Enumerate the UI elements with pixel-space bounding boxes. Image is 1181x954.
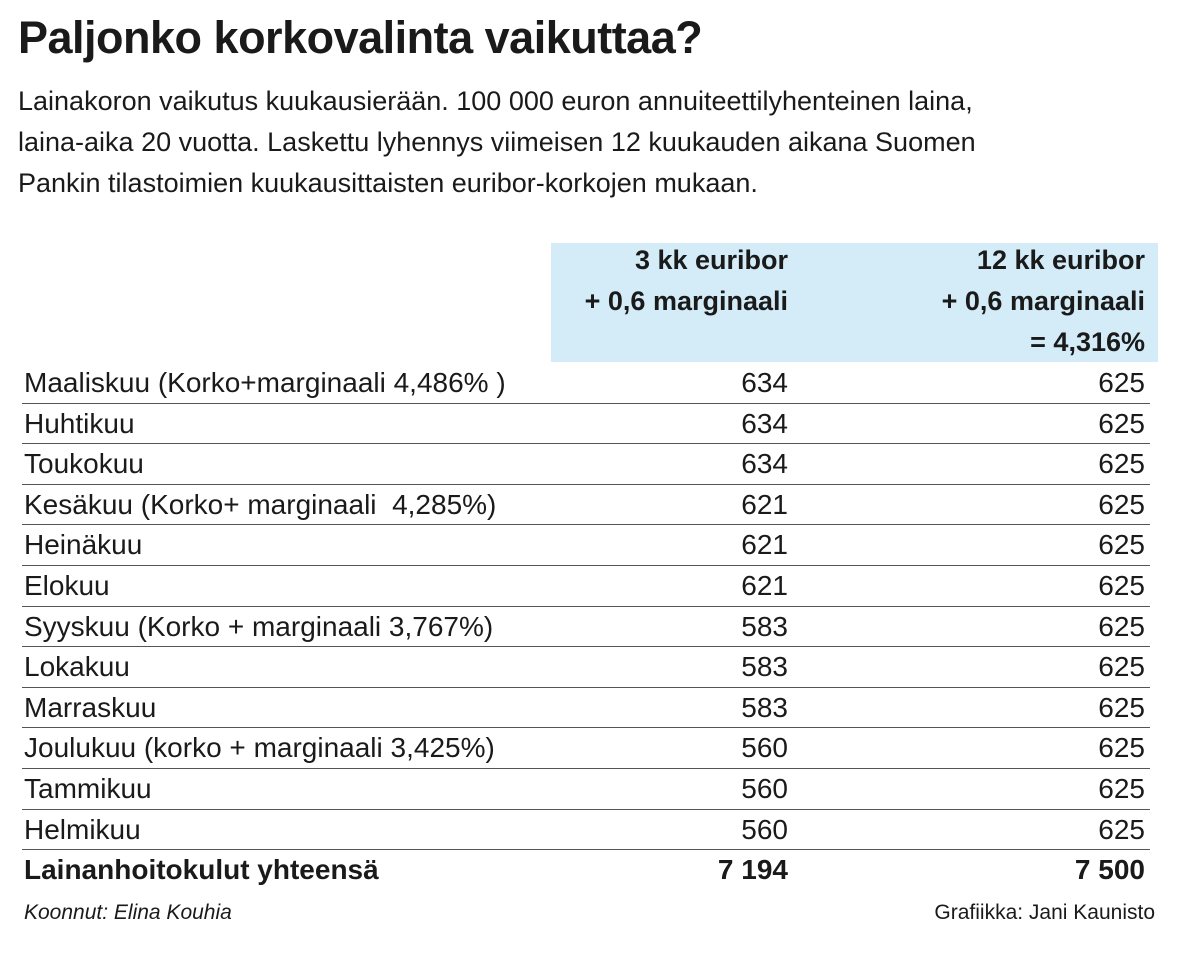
value-cell: 625 [1098, 407, 1145, 439]
row-separator [22, 483, 1150, 485]
value-cell: 583 [741, 691, 788, 723]
value-cell: 621 [741, 488, 788, 520]
value-cell: 634 [741, 367, 788, 398]
subtitle-line: Lainakoron vaikutus kuukausierään. 100 0… [18, 86, 973, 116]
subtitle-line: laina-aika 20 vuotta. Laskettu lyhennys … [18, 127, 976, 157]
value-cell: 634 [741, 407, 788, 439]
column-header: 12 kk euribor [976, 245, 1145, 275]
row-label: Joulukuu (korko + marginaali 3,425%) [24, 732, 495, 764]
row-separator [22, 727, 1150, 729]
row-separator [22, 443, 1150, 445]
row-label: Lainanhoitokulut yhteensä [24, 854, 379, 886]
row-separator [22, 524, 1150, 526]
value-cell: 625 [1098, 691, 1145, 723]
value-cell: 560 [741, 732, 788, 764]
column-header: + 0,6 marginaali [941, 286, 1145, 316]
value-cell: 625 [1098, 610, 1145, 642]
row-label: Elokuu [24, 570, 110, 601]
value-cell: 625 [1098, 448, 1145, 480]
value-cell: 625 [1098, 570, 1145, 601]
value-cell: 560 [741, 773, 788, 804]
credit-right: Grafiikka: Jani Kaunisto [934, 901, 1155, 924]
title: Paljonko korkovalinta vaikuttaa? [18, 12, 703, 63]
value-cell: 7 500 [1074, 854, 1145, 886]
row-label: Toukokuu [24, 448, 144, 480]
value-cell: 583 [741, 651, 788, 683]
value-cell: 583 [741, 610, 788, 642]
row-separator [22, 402, 1150, 404]
value-cell: 625 [1098, 488, 1145, 520]
value-cell: 634 [741, 448, 788, 480]
row-label: Maaliskuu (Korko+marginaali 4,486% ) [24, 367, 506, 398]
subtitle-line: Pankin tilastoimien kuukausittaisten eur… [18, 168, 758, 198]
value-cell: 625 [1098, 813, 1145, 845]
value-cell: 625 [1098, 367, 1145, 398]
row-separator [22, 808, 1150, 810]
column-header: = 4,316% [1030, 327, 1145, 357]
row-label: Kesäkuu (Korko+ marginaali 4,285%) [24, 488, 497, 520]
row-label: Tammikuu [24, 773, 152, 804]
value-cell: 625 [1098, 529, 1145, 561]
value-cell: 625 [1098, 651, 1145, 683]
value-cell: 560 [741, 813, 788, 845]
header-background [551, 243, 1158, 362]
row-label: Helmikuu [24, 813, 141, 845]
row-label: Heinäkuu [24, 529, 143, 561]
row-separator [22, 565, 1150, 566]
value-cell: 621 [741, 529, 788, 561]
row-separator [22, 768, 1150, 769]
row-label: Syyskuu (Korko + marginaali 3,767%) [24, 610, 494, 642]
value-cell: 621 [741, 570, 788, 601]
row-separator [22, 646, 1150, 648]
value-cell: 625 [1098, 773, 1145, 804]
value-cell: 7 194 [717, 854, 788, 886]
value-cell: 625 [1098, 732, 1145, 764]
row-label: Marraskuu [24, 691, 157, 723]
row-separator [22, 849, 1150, 851]
row-label: Lokakuu [24, 651, 130, 683]
row-label: Huhtikuu [24, 407, 135, 439]
row-separator [22, 605, 1150, 607]
row-separator [22, 686, 1150, 688]
column-header: 3 kk euribor [634, 245, 788, 275]
column-header: + 0,6 marginaali [584, 286, 788, 316]
credit-left: Koonnut: Elina Kouhia [24, 901, 232, 924]
